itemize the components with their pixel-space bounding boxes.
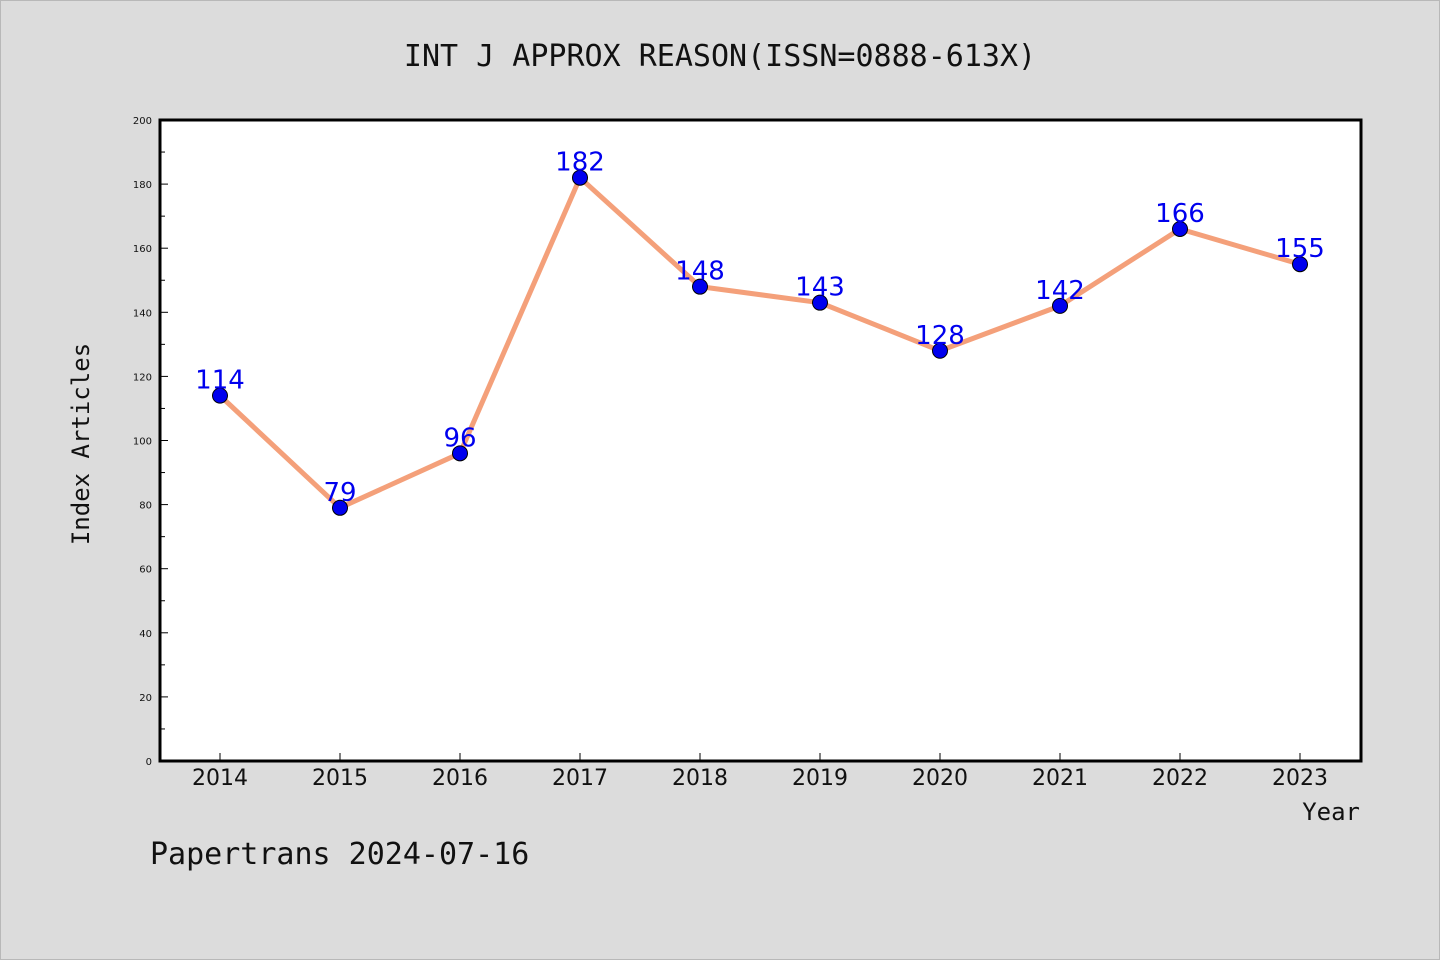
data-label: 79 [323, 478, 356, 508]
data-label: 148 [675, 257, 725, 287]
x-tick-label: 2019 [792, 766, 848, 791]
data-point [572, 169, 588, 186]
y-axis-ticks: 0 20 40 60 80 100 120 140 160 180 200 [133, 116, 168, 768]
data-points [212, 169, 1308, 516]
y-tick-label: 60 [139, 565, 152, 576]
data-label: 128 [915, 321, 965, 351]
data-point [1292, 256, 1308, 273]
data-point [932, 342, 948, 359]
footer-text: Papertrans 2024-07-16 [150, 837, 529, 872]
data-point [1172, 220, 1188, 237]
data-point [332, 499, 348, 516]
y-tick-label: 20 [139, 693, 152, 704]
x-tick-label: 2014 [192, 766, 248, 791]
data-label: 96 [443, 423, 476, 453]
x-tick-label: 2016 [432, 766, 488, 791]
data-label: 142 [1035, 276, 1085, 306]
data-label: 155 [1275, 234, 1325, 264]
x-tick-label: 2021 [1032, 766, 1088, 791]
x-axis-label: Year [1302, 798, 1360, 826]
data-point [812, 294, 828, 311]
y-tick-label: 160 [133, 244, 152, 255]
data-label: 182 [555, 148, 605, 178]
data-label: 143 [795, 273, 845, 303]
x-tick-label: 2022 [1152, 766, 1208, 791]
y-tick-label: 140 [133, 308, 152, 319]
data-point [692, 278, 708, 295]
y-tick-label: 40 [139, 629, 152, 640]
data-label: 166 [1155, 199, 1205, 229]
plot-area [158, 118, 1363, 763]
y-tick-label: 200 [133, 116, 152, 127]
y-tick-label: 100 [133, 437, 152, 448]
x-tick-label: 2015 [312, 766, 368, 791]
x-tick-label: 2020 [912, 766, 968, 791]
data-labels: 114 79 96 182 148 143 128 142 166 155 [195, 148, 1325, 508]
y-tick-label: 180 [133, 180, 152, 191]
data-point [452, 445, 468, 462]
x-tick-label: 2017 [552, 766, 608, 791]
y-tick-label: 0 [146, 757, 152, 768]
y-tick-label: 120 [133, 372, 152, 383]
y-tick-label: 80 [139, 501, 152, 512]
data-point [212, 387, 228, 404]
series-line [217, 175, 1303, 511]
x-tick-label: 2018 [672, 766, 728, 791]
x-axis-ticks: 2014 2015 2016 2017 2018 2019 2020 2021 2022 2023 [192, 753, 1328, 791]
chart-title: INT J APPROX REASON(ISSN=0888-613X) [404, 39, 1036, 74]
data-point [1052, 297, 1068, 314]
data-label: 114 [195, 366, 245, 396]
x-tick-label: 2023 [1272, 766, 1328, 791]
y-axis-label: Index Articles [67, 343, 95, 545]
